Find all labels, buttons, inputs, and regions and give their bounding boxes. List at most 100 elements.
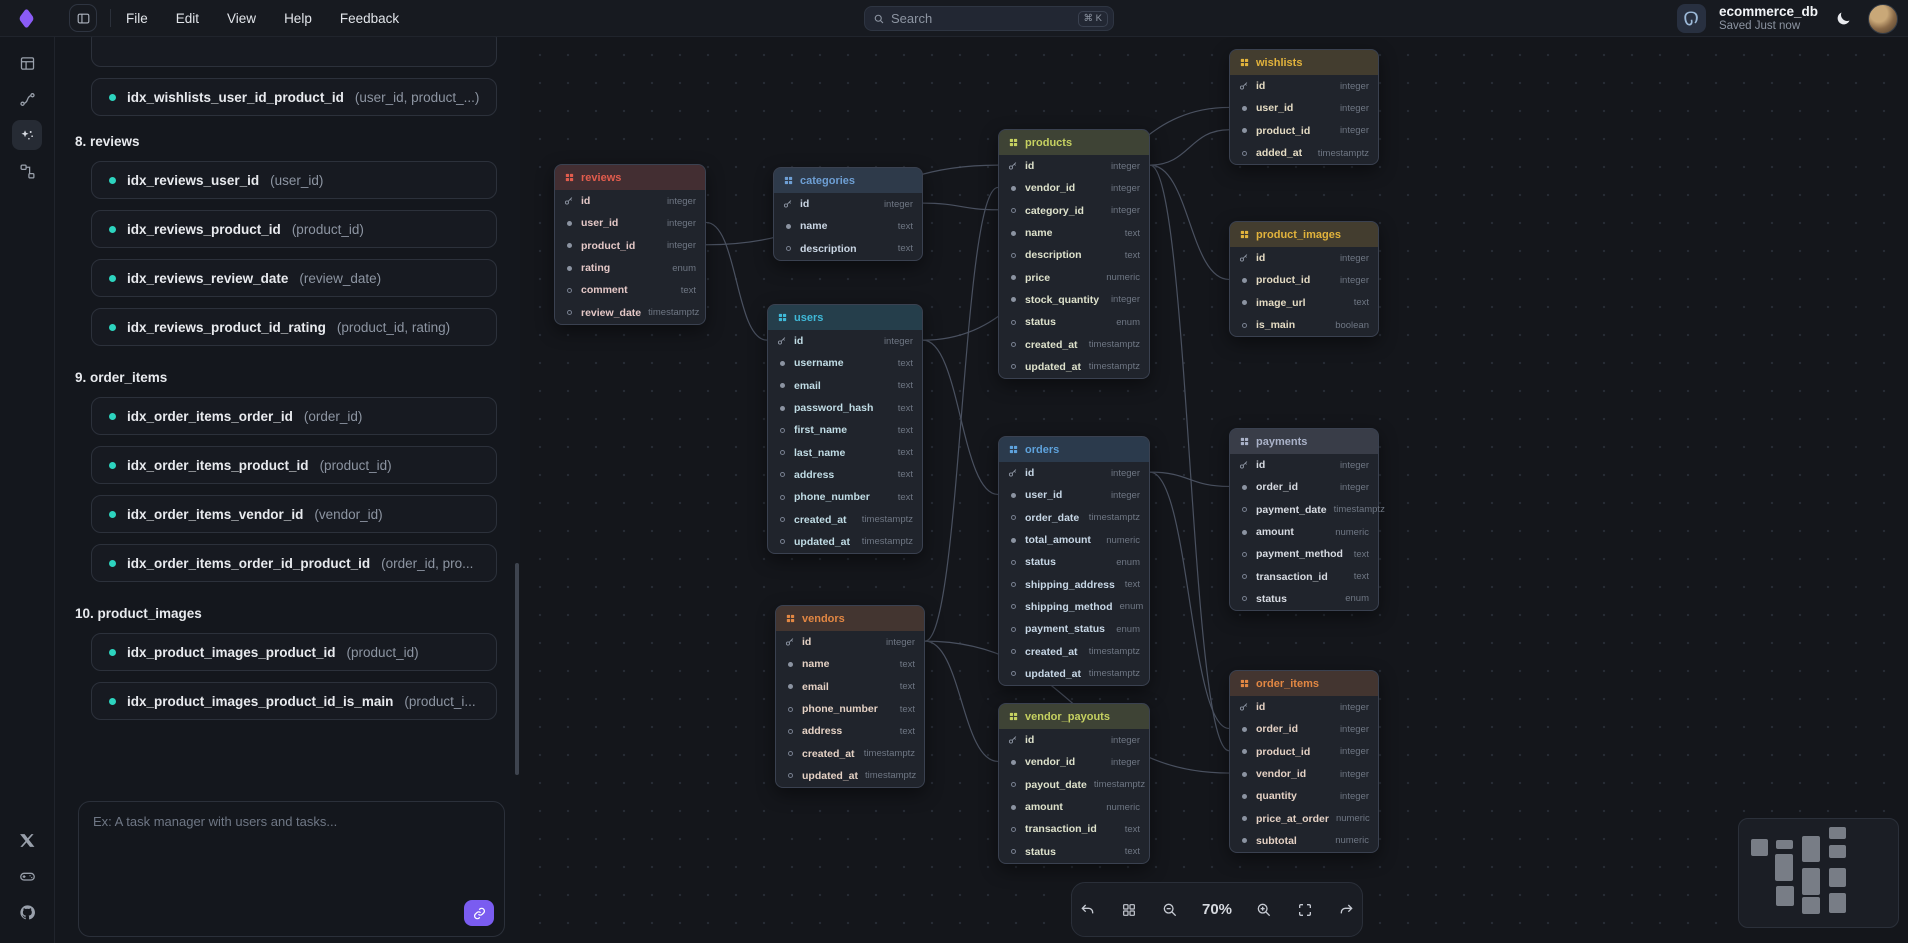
field-row-users-address[interactable]: address text [768,464,922,486]
fit-view-button[interactable] [1289,893,1322,927]
index-item-idx_reviews_product_id_rating[interactable]: idx_reviews_product_id_rating (product_id… [91,308,497,346]
rail-github-link[interactable] [12,897,42,927]
table-header-vendors[interactable]: vendors [776,606,924,631]
field-row-orders-user_id[interactable]: user_id integer [999,484,1149,506]
field-row-products-created_at[interactable]: created_at timestamptz [999,333,1149,355]
table-header-payments[interactable]: payments [1230,429,1378,454]
field-row-order_items-id[interactable]: id integer [1230,696,1378,718]
diagram-canvas[interactable]: 70% reviews id integer user_id integer produc… [520,37,1908,943]
rail-x-link[interactable] [12,825,42,855]
field-row-vendor_payouts-transaction_id[interactable]: transaction_id text [999,818,1149,840]
rail-relationships-button[interactable] [12,84,42,114]
index-item-idx_reviews_review_date[interactable]: idx_reviews_review_date (review_date) [91,259,497,297]
index-item-idx_product_images_product_id_is_main[interactable]: idx_product_images_product_id_is_main (pr… [91,682,497,720]
table-header-users[interactable]: users [768,305,922,330]
index-item-partial[interactable] [91,37,497,67]
field-row-wishlists-id[interactable]: id integer [1230,75,1378,97]
field-row-categories-id[interactable]: id integer [774,193,922,215]
field-row-order_items-vendor_id[interactable]: vendor_id integer [1230,763,1378,785]
field-row-categories-name[interactable]: name text [774,215,922,237]
index-item-idx_order_items_order_id_product_id[interactable]: idx_order_items_order_id_product_id (orde… [91,544,497,582]
redo-button[interactable] [1329,893,1362,927]
field-row-vendor_payouts-payout_date[interactable]: payout_date timestamptz [999,774,1149,796]
field-row-order_items-price_at_order[interactable]: price_at_order numeric [1230,807,1378,829]
table-categories[interactable]: categories id integer name text description te… [773,167,923,261]
grid-button[interactable] [1113,893,1146,927]
index-item-idx_order_items_vendor_id[interactable]: idx_order_items_vendor_id (vendor_id) [91,495,497,533]
field-row-vendors-updated_at[interactable]: updated_at timestamptz [776,765,924,787]
sidebar-toggle-button[interactable] [69,4,97,32]
table-header-reviews[interactable]: reviews [555,165,705,190]
field-row-vendors-created_at[interactable]: created_at timestamptz [776,742,924,764]
field-row-product_images-product_id[interactable]: product_id integer [1230,269,1378,291]
field-row-products-name[interactable]: name text [999,222,1149,244]
index-item-idx_reviews_user_id[interactable]: idx_reviews_user_id (user_id) [91,161,497,199]
minimap[interactable] [1738,818,1899,928]
field-row-users-phone_number[interactable]: phone_number text [768,486,922,508]
field-row-vendor_payouts-vendor_id[interactable]: vendor_id integer [999,751,1149,773]
rail-er-diagram-button[interactable] [12,156,42,186]
field-row-products-price[interactable]: price numeric [999,266,1149,288]
menu-edit[interactable]: Edit [175,10,200,26]
table-orders[interactable]: orders id integer user_id integer order_date t… [998,436,1150,686]
field-row-vendor_payouts-status[interactable]: status text [999,840,1149,862]
table-header-products[interactable]: products [999,130,1149,155]
index-item-idx_wishlists_user_id_product_id[interactable]: idx_wishlists_user_id_product_id (user_id… [91,78,497,116]
table-header-vendor_payouts[interactable]: vendor_payouts [999,704,1149,729]
field-row-users-email[interactable]: email text [768,375,922,397]
menu-file[interactable]: File [126,10,148,26]
field-row-orders-shipping_address[interactable]: shipping_address text [999,573,1149,595]
table-vendors[interactable]: vendors id integer name text email text phone_n… [775,605,925,789]
undo-button[interactable] [1072,893,1105,927]
field-row-users-id[interactable]: id integer [768,330,922,352]
index-item-idx_order_items_order_id[interactable]: idx_order_items_order_id (order_id) [91,397,497,435]
table-product_images[interactable]: product_images id integer product_id integer… [1229,221,1379,338]
table-header-categories[interactable]: categories [774,168,922,193]
table-products[interactable]: products id integer vendor_id integer categor… [998,129,1150,379]
field-row-payments-payment_method[interactable]: payment_method text [1230,543,1378,565]
table-wishlists[interactable]: wishlists id integer user_id integer product_… [1229,49,1379,166]
field-row-orders-total_amount[interactable]: total_amount numeric [999,529,1149,551]
rail-tables-button[interactable] [12,48,42,78]
rail-ai-sparkle-button[interactable] [12,120,42,150]
field-row-reviews-product_id[interactable]: product_id integer [555,235,705,257]
field-row-orders-created_at[interactable]: created_at timestamptz [999,640,1149,662]
table-reviews[interactable]: reviews id integer user_id integer product_id… [554,164,706,325]
field-row-products-id[interactable]: id integer [999,155,1149,177]
generate-button[interactable] [464,900,494,926]
field-row-users-username[interactable]: username text [768,352,922,374]
field-row-users-last_name[interactable]: last_name text [768,441,922,463]
field-row-wishlists-product_id[interactable]: product_id integer [1230,120,1378,142]
field-row-order_items-product_id[interactable]: product_id integer [1230,741,1378,763]
rail-discord-link[interactable] [12,861,42,891]
field-row-order_items-order_id[interactable]: order_id integer [1230,718,1378,740]
field-row-vendors-name[interactable]: name text [776,653,924,675]
field-row-payments-payment_date[interactable]: payment_date timestamptz [1230,499,1385,521]
ai-prompt-input[interactable] [79,802,504,936]
field-row-payments-amount[interactable]: amount numeric [1230,521,1378,543]
field-row-users-created_at[interactable]: created_at timestamptz [768,508,922,530]
menu-help[interactable]: Help [284,10,312,26]
field-row-products-description[interactable]: description text [999,244,1149,266]
field-row-users-first_name[interactable]: first_name text [768,419,922,441]
field-row-vendors-address[interactable]: address text [776,720,924,742]
app-logo[interactable] [13,5,39,31]
field-row-reviews-user_id[interactable]: user_id integer [555,212,705,234]
panel-scrollbar[interactable] [515,563,519,775]
menu-view[interactable]: View [227,10,257,26]
table-header-orders[interactable]: orders [999,437,1149,462]
moon-icon[interactable] [1831,10,1855,27]
field-row-orders-updated_at[interactable]: updated_at timestamptz [999,663,1149,685]
field-row-users-updated_at[interactable]: updated_at timestamptz [768,531,922,553]
field-row-products-vendor_id[interactable]: vendor_id integer [999,177,1149,199]
field-row-product_images-is_main[interactable]: is_main boolean [1230,314,1378,336]
field-row-products-category_id[interactable]: category_id integer [999,200,1149,222]
field-row-vendors-id[interactable]: id integer [776,631,924,653]
zoom-in-button[interactable] [1248,893,1281,927]
zoom-out-button[interactable] [1153,893,1186,927]
field-row-payments-transaction_id[interactable]: transaction_id text [1230,565,1378,587]
field-row-reviews-id[interactable]: id integer [555,190,705,212]
table-header-wishlists[interactable]: wishlists [1230,50,1378,75]
field-row-reviews-review_date[interactable]: review_date timestamptz [555,301,705,323]
table-payments[interactable]: payments id integer order_id integer payment_… [1229,428,1385,612]
